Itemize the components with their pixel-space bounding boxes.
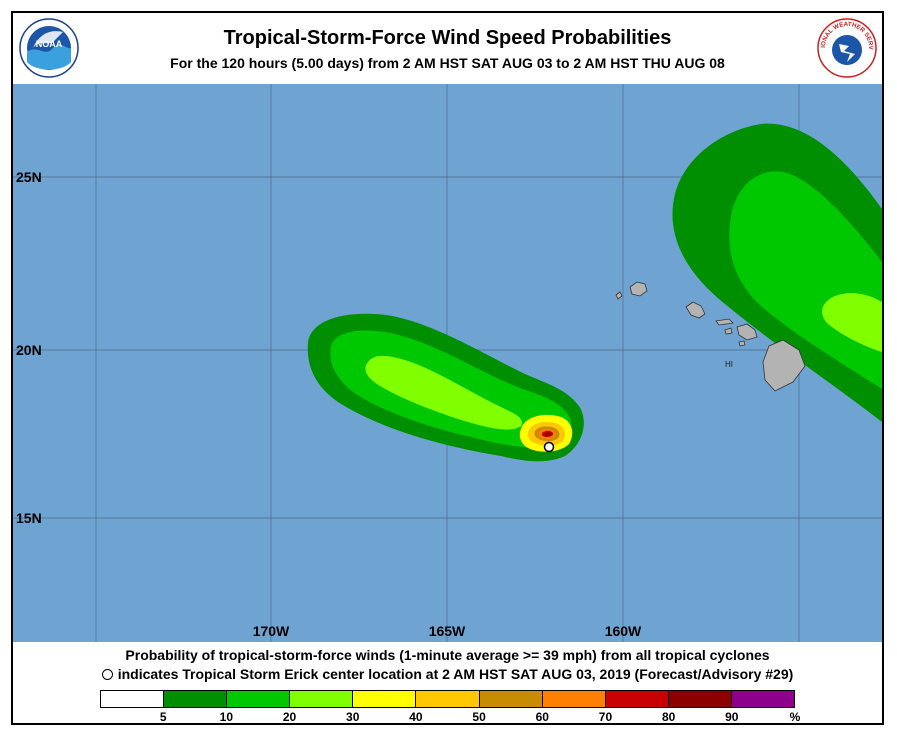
legend-label: % — [789, 710, 801, 724]
island-kahoolawe — [738, 340, 746, 347]
lon-label-160w: 160W — [605, 623, 642, 639]
island-maui — [736, 323, 758, 341]
legend-swatch — [668, 691, 732, 707]
legend-label: 70 — [598, 710, 613, 724]
swath-20-30-pct — [365, 355, 523, 430]
legend-swatch — [416, 691, 480, 707]
legend-label: 20 — [282, 710, 297, 724]
legend-swatch — [164, 691, 228, 707]
island-niihau — [615, 291, 623, 300]
legend-label: 10 — [219, 710, 234, 724]
erick-probability-swath — [307, 313, 584, 462]
noaa-logo: NOAA — [19, 18, 79, 78]
nws-logo: NATIONAL WEATHER SERVICE — [817, 18, 877, 78]
probability-map: HI 25N 20N 15N 170W 165W 160W — [13, 84, 882, 642]
island-kauai — [629, 281, 648, 297]
storm-center-marker — [543, 441, 555, 453]
lon-label-165w: 165W — [429, 623, 466, 639]
product-frame: NOAA Tropical-Storm-Force Wind Speed Pro… — [11, 11, 884, 725]
product-title: Tropical-Storm-Force Wind Speed Probabil… — [223, 27, 672, 49]
swath-80-90-pct — [545, 432, 551, 436]
island-molokai — [715, 318, 734, 326]
hawaiian-islands — [615, 281, 806, 392]
lat-label-15n: 15N — [16, 510, 42, 526]
probability-legend-labels: 5 10 20 30 40 50 60 70 80 90% — [100, 710, 820, 724]
lon-label-170w: 170W — [253, 623, 290, 639]
legend-swatch — [479, 691, 543, 707]
svg-text:NOAA: NOAA — [36, 39, 63, 49]
island-oahu — [685, 301, 706, 319]
region-label-hi: HI — [725, 360, 733, 369]
swath-east-20-30-pct — [822, 293, 882, 352]
header: NOAA Tropical-Storm-Force Wind Speed Pro… — [13, 13, 882, 84]
legend-label: 5 — [159, 710, 167, 724]
lat-label-25n: 25N — [16, 169, 42, 185]
eastern-probability-swath — [672, 123, 882, 422]
legend-swatch — [731, 691, 795, 707]
legend-label: 80 — [661, 710, 676, 724]
island-lanai — [724, 327, 733, 335]
probability-legend — [100, 690, 795, 708]
legend-swatch — [290, 691, 354, 707]
footer-description: Probability of tropical-storm-force wind… — [125, 647, 770, 663]
legend-label: 60 — [535, 710, 549, 724]
product-subtitle: For the 120 hours (5.00 days) from 2 AM … — [170, 55, 725, 71]
longitude-labels: 170W 165W 160W — [253, 623, 642, 639]
legend-label: 90 — [725, 710, 739, 724]
legend-swatch — [542, 691, 606, 707]
legend-swatch — [605, 691, 669, 707]
legend-swatch — [101, 691, 165, 707]
lat-label-20n: 20N — [16, 342, 42, 358]
legend-label: 50 — [472, 710, 486, 724]
latitude-labels: 25N 20N 15N — [16, 169, 42, 526]
legend-label: 30 — [346, 710, 360, 724]
legend-swatch — [227, 691, 291, 707]
legend-label: 40 — [409, 710, 423, 724]
legend-swatch — [353, 691, 417, 707]
footer: Probability of tropical-storm-force wind… — [13, 642, 882, 724]
storm-center-symbol — [101, 669, 113, 680]
island-hawaii — [762, 339, 806, 392]
footer-center-text: indicates Tropical Storm Erick center lo… — [117, 666, 794, 682]
footer-center-note: indicates Tropical Storm Erick center lo… — [13, 666, 882, 682]
